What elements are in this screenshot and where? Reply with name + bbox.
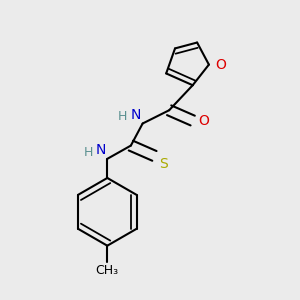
Text: CH₃: CH₃ (96, 264, 119, 277)
Text: H: H (118, 110, 127, 123)
Text: S: S (159, 158, 168, 171)
Text: N: N (95, 143, 106, 158)
Text: N: N (131, 108, 141, 122)
Text: O: O (215, 58, 226, 72)
Text: H: H (84, 146, 93, 159)
Text: O: O (198, 114, 209, 128)
